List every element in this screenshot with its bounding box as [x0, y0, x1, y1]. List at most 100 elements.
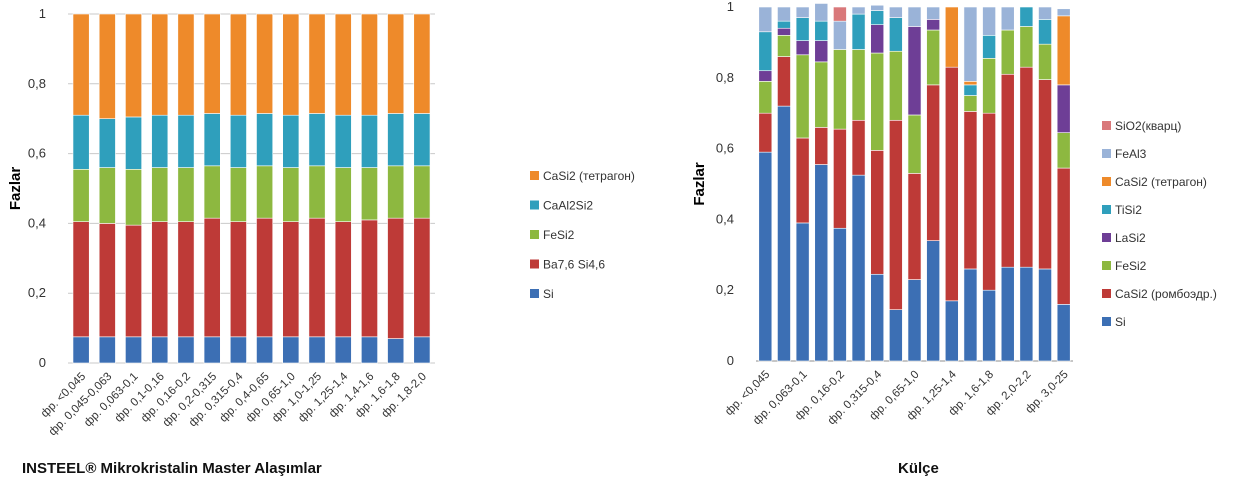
c0-bar-casi2-тетрагон-3 — [151, 13, 169, 116]
c0-y-axis-title: Fazlar — [7, 167, 24, 211]
c0-bar-caal2si2-13 — [413, 113, 431, 167]
c1-bar-tisi2-14 — [1019, 6, 1034, 27]
c0-bar-si-7 — [256, 336, 274, 364]
c1-bar-casi2-ромбоэдр-15 — [1038, 79, 1052, 270]
c1-legend-label: FeSi2 — [1115, 259, 1147, 273]
c0-bar-casi2-тетрагон-4 — [177, 13, 195, 116]
c1-bar-casi2-ромбоэдр-12 — [982, 112, 996, 291]
c1-bar-feal3-4 — [833, 20, 847, 50]
c1-legend-swatch-si — [1102, 317, 1111, 326]
c1-bar-fesi2-5 — [851, 49, 866, 121]
c1-bar-fesi2-0 — [758, 81, 773, 114]
c0-ytick-label: 0,2 — [28, 285, 46, 300]
c1-bar-feal3-3 — [814, 3, 829, 22]
c1-bar-feal3-5 — [851, 6, 866, 15]
c0-bar-casi2-тетрагон-6 — [229, 13, 247, 116]
c1-bar-fesi2-11 — [963, 95, 978, 112]
c1-bar-si-12 — [982, 289, 996, 362]
c0-bar-ba7-6-si4-6-4 — [177, 221, 195, 338]
c1-legend-label: CaSi2 (ромбоэдр.) — [1115, 287, 1217, 301]
c0-bar-si-0 — [72, 336, 90, 364]
c1-bar-feal3-2 — [795, 6, 810, 18]
c1-bar-casi2-ромбоэдр-13 — [1000, 73, 1015, 268]
c1-bar-fesi2-16 — [1056, 132, 1071, 169]
c1-legend-swatch-casi2-тетрагон — [1102, 177, 1111, 186]
c0-bar-fesi2-2 — [125, 169, 142, 226]
c0-bar-casi2-тетрагон-9 — [308, 13, 326, 114]
c0-ytick-label: 0,8 — [28, 76, 46, 91]
c0-bar-si-2 — [125, 336, 142, 364]
c1-bar-casi2-ромбоэдр-6 — [870, 150, 885, 275]
c0-bar-fesi2-11 — [361, 167, 378, 221]
c1-ytick-label: 0,2 — [716, 282, 734, 297]
c0-bar-casi2-тетрагон-13 — [413, 13, 431, 114]
c0-bar-casi2-тетрагон-12 — [387, 13, 405, 114]
c1-bar-feal3-15 — [1038, 6, 1052, 20]
c0-bar-caal2si2-5 — [203, 113, 221, 167]
c1-bar-tisi2-15 — [1038, 19, 1052, 45]
c0-bar-si-6 — [229, 336, 247, 364]
c0-bar-si-10 — [334, 336, 352, 364]
c1-bar-casi2-ромбоэдр-7 — [889, 119, 903, 310]
c0-bar-casi2-тетрагон-5 — [203, 13, 221, 114]
c1-bar-si-10 — [944, 300, 959, 362]
c0-bar-fesi2-1 — [98, 167, 116, 224]
c1-bar-casi2-ромбоэдр-2 — [795, 137, 810, 224]
chart-insteel: 0 0,2 0,4 0,6 0,8 1 Fazlar фр. <0,045 фр. 0,045-… — [7, 6, 635, 438]
c1-legend-swatch-sio2-кварц — [1102, 121, 1111, 130]
c0-ytick-label: 0,6 — [28, 146, 46, 161]
c1-bar-lasi2-1 — [777, 27, 791, 36]
c1-bar-si-7 — [889, 309, 903, 362]
c0-bar-si-4 — [177, 336, 195, 364]
c0-bar-ba7-6-si4-6-5 — [203, 217, 221, 338]
c1-bar-fesi2-12 — [982, 58, 996, 114]
c1-bar-feal3-11 — [963, 6, 978, 82]
c1-bar-si-3 — [814, 164, 829, 362]
c0-bar-ba7-6-si4-6-8 — [282, 221, 300, 338]
c1-bar-casi2-ромбоэдр-8 — [907, 173, 922, 280]
c1-bar-fesi2-3 — [814, 61, 829, 128]
c1-bar-feal3-16 — [1056, 8, 1071, 17]
c0-bar-casi2-тетрагон-7 — [256, 13, 274, 114]
c1-legend-label: TiSi2 — [1115, 203, 1142, 217]
c1-bar-tisi2-12 — [982, 35, 996, 59]
c0-legend-label: FeSi2 — [543, 228, 575, 242]
c0-bar-fesi2-5 — [203, 165, 221, 219]
c0-bar-caal2si2-11 — [361, 114, 378, 168]
c1-legend-swatch-feal3 — [1102, 149, 1111, 158]
c1-bar-casi2-ромбоэдр-14 — [1019, 66, 1034, 268]
c1-bar-si-2 — [795, 222, 810, 362]
c0-ytick-label: 0,4 — [28, 215, 46, 230]
c0-bar-fesi2-13 — [413, 165, 431, 219]
c0-legend-label: CaSi2 (тетрагон) — [543, 169, 635, 183]
c1-ytick-label: 0 — [727, 353, 734, 368]
c1-bar-si-14 — [1019, 266, 1034, 362]
c0-bar-fesi2-12 — [387, 165, 405, 219]
c1-bar-fesi2-4 — [833, 49, 847, 130]
c0-bar-casi2-тетрагон-1 — [98, 13, 116, 119]
c1-bar-si-0 — [758, 151, 773, 362]
c1-legend-label: SiO2(кварц) — [1115, 119, 1181, 133]
c1-bar-si-15 — [1038, 268, 1052, 362]
c0-bar-si-12 — [387, 338, 405, 364]
c0-bar-caal2si2-3 — [151, 114, 169, 168]
c0-bar-fesi2-7 — [256, 165, 274, 219]
c1-bar-si-16 — [1056, 304, 1071, 362]
c1-bar-fesi2-9 — [926, 29, 940, 86]
c0-bar-si-11 — [361, 336, 378, 364]
c0-bar-casi2-тетрагон-10 — [334, 13, 352, 116]
c0-bar-casi2-тетрагон-11 — [361, 13, 378, 116]
c0-legend-swatch-caal2si2 — [530, 200, 539, 210]
c1-bar-feal3-12 — [982, 6, 996, 36]
c1-bar-casi2-ромбоэдр-4 — [833, 128, 847, 229]
c1-bar-feal3-13 — [1000, 6, 1015, 31]
c1-bar-lasi2-3 — [814, 40, 829, 63]
c1-ytick-label: 0,8 — [716, 70, 734, 85]
c1-bar-feal3-1 — [777, 6, 791, 22]
c1-legend-label: Si — [1115, 315, 1126, 329]
c0-bar-ba7-6-si4-6-9 — [308, 217, 326, 338]
c0-bar-caal2si2-7 — [256, 113, 274, 167]
c1-bar-lasi2-8 — [907, 26, 922, 116]
c0-ytick-label: 1 — [39, 6, 46, 21]
c1-legend-label: LaSi2 — [1115, 231, 1146, 245]
